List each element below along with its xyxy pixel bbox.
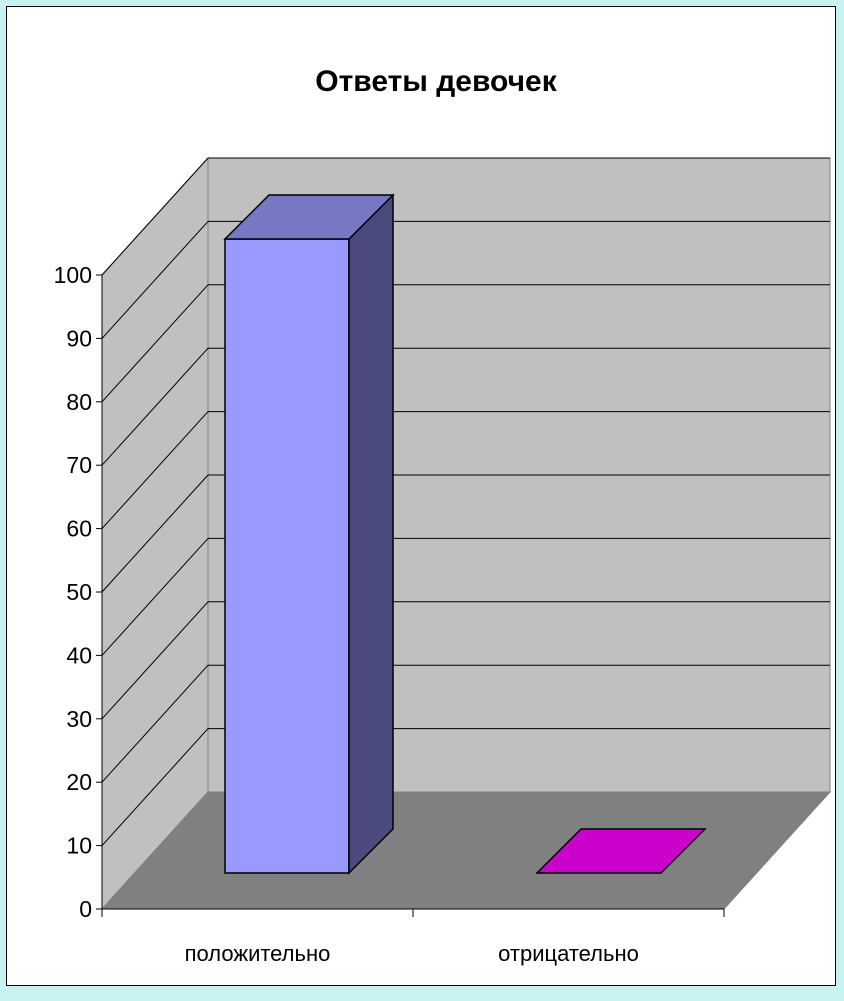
chart-canvas: 0 10 20 30 40 50 60 70 80 90 100 положительно отриц… (54, 65, 832, 966)
gridline-side (101, 411, 209, 529)
y-tick-label: 100 (54, 262, 92, 288)
gridline-side (101, 347, 209, 466)
gridline-side (101, 474, 209, 593)
gridline-side (101, 601, 209, 720)
gridline-side (101, 284, 209, 403)
y-tick-label: 20 (66, 769, 92, 795)
bar-side (348, 193, 394, 875)
y-tick-label: 70 (66, 452, 92, 478)
bar-front (224, 238, 350, 874)
y-tick-label: 50 (66, 579, 92, 605)
y-tick-label: 60 (66, 516, 92, 542)
bar-top (223, 194, 395, 240)
axes: 0 10 20 30 40 50 60 70 80 90 100 (54, 262, 725, 922)
labels: положительно отрицательно (185, 941, 639, 966)
x-category-label: положительно (185, 941, 331, 966)
plot-walls (100, 156, 832, 911)
floor (100, 791, 832, 910)
y-tick-label: 0 (79, 896, 92, 922)
bar-1 (223, 193, 395, 875)
gridline-side (101, 538, 209, 656)
y-tick-label: 40 (66, 642, 92, 668)
y-tick-label: 90 (66, 325, 92, 351)
bar-2 (535, 828, 707, 874)
gridline-side (101, 221, 209, 339)
gridline-side (101, 664, 209, 783)
bar-top (535, 828, 707, 874)
gridline-side (101, 728, 209, 846)
chart-title: Ответы девочек (315, 65, 557, 98)
gridline-side (101, 157, 209, 276)
y-tick-label: 80 (66, 389, 92, 415)
y-tick-label: 10 (66, 833, 92, 859)
x-category-label: отрицательно (498, 941, 639, 966)
bars (223, 193, 707, 875)
y-tick-label: 30 (66, 706, 92, 732)
chart-frame: 0 10 20 30 40 50 60 70 80 90 100 положительно отриц… (6, 6, 836, 986)
